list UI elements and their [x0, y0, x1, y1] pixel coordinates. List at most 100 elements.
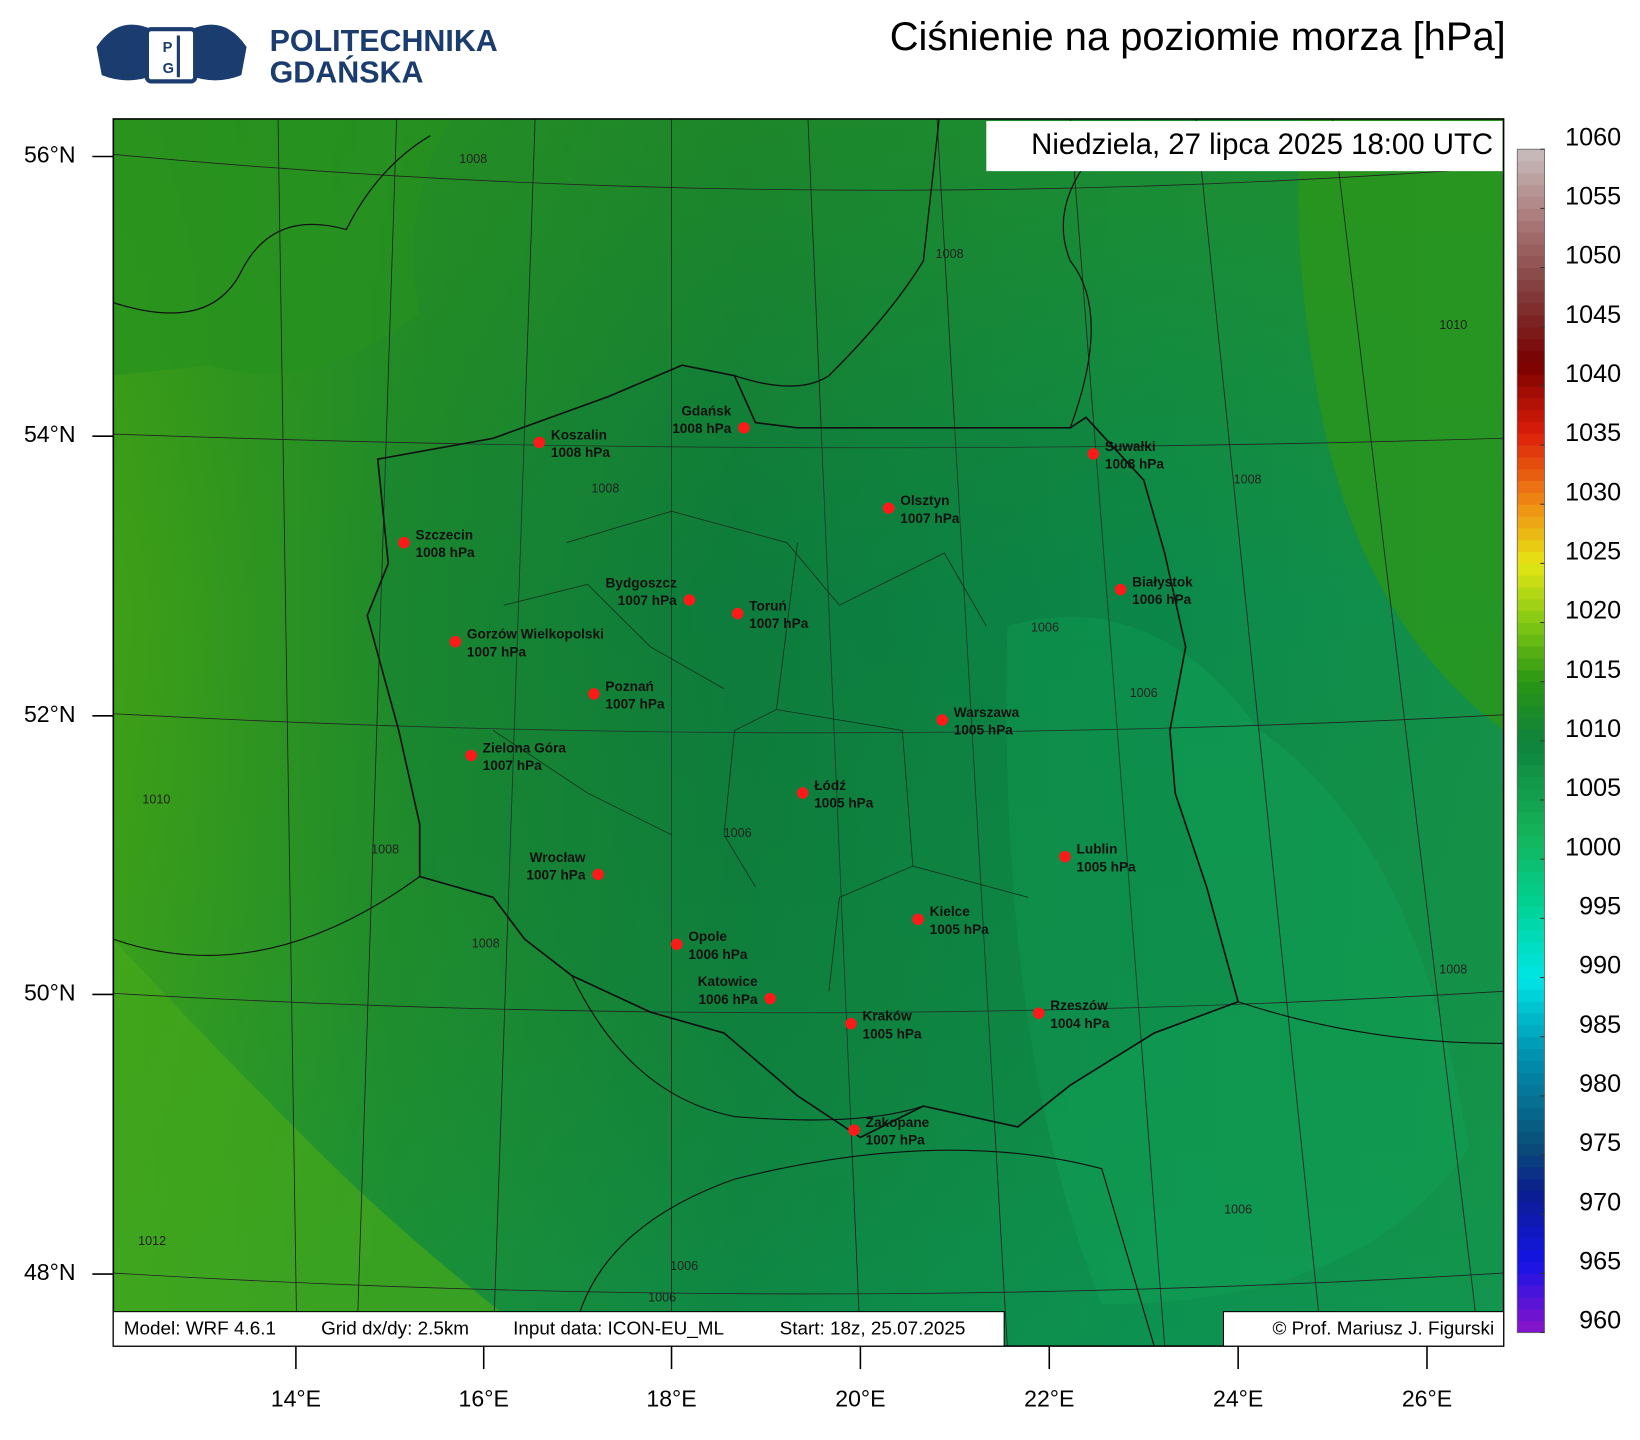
- lon-label: 24°E: [1213, 1385, 1263, 1411]
- colorbar-segment: [1517, 196, 1545, 209]
- city-name: Szczecin: [416, 528, 474, 543]
- city-pressure: 1007 hPa: [605, 697, 665, 712]
- colorbar-segment: [1517, 1178, 1545, 1192]
- field-region: [113, 939, 546, 1347]
- city-name: Bydgoszcz: [606, 576, 677, 591]
- city-name: Poznań: [605, 679, 653, 694]
- colorbar-segment: [1517, 208, 1545, 221]
- colorbar-segment: [1517, 977, 1545, 990]
- colorbar-segment: [1517, 397, 1545, 411]
- colorbar-segment: [1517, 1048, 1545, 1061]
- colorbar-segment: [1517, 338, 1545, 351]
- colorbar-segment: [1517, 752, 1545, 766]
- logo-line2: GDAŃSKA: [270, 56, 424, 90]
- graticule: [113, 118, 1504, 1347]
- colorbar-label: 995: [1579, 893, 1621, 921]
- colorbar-segment: [1517, 161, 1545, 174]
- colorbar-segment: [1517, 1285, 1545, 1298]
- colorbar-segment: [1517, 1202, 1545, 1215]
- svg-text:P: P: [163, 40, 173, 56]
- lat-label: 54°N: [24, 421, 76, 447]
- map-area: [113, 118, 1504, 1347]
- city-marker: [671, 938, 683, 951]
- region-border: [492, 510, 1029, 992]
- colorbar-label: 975: [1579, 1129, 1621, 1157]
- colorbar-segment: [1517, 1084, 1545, 1097]
- colorbar-segment: [1517, 965, 1545, 979]
- colorbar-segment: [1517, 1001, 1545, 1014]
- contour-label: 1006: [648, 1290, 676, 1304]
- contour-label: 1008: [459, 152, 487, 166]
- time-box: [986, 121, 1503, 172]
- neighbour-border: [113, 876, 1504, 1347]
- colorbar-segment: [1517, 800, 1545, 813]
- coastline: [1062, 156, 1092, 429]
- field-region: [113, 118, 452, 376]
- city-marker: [848, 1124, 860, 1136]
- city-pressure: 1005 hPa: [862, 1026, 922, 1041]
- colorbar-segment: [1517, 669, 1545, 683]
- colorbar-segment: [1517, 610, 1545, 624]
- colorbar-segment: [1517, 835, 1545, 848]
- city-pressure: 1007 hPa: [467, 644, 527, 659]
- colorbar-segment: [1517, 1024, 1545, 1038]
- colorbar-segment: [1517, 527, 1545, 541]
- city-name: Gorzów Wielkopolski: [467, 627, 604, 642]
- colorbar-segment: [1517, 1297, 1545, 1310]
- coastline: [734, 118, 940, 387]
- lon-label: 18°E: [646, 1385, 696, 1411]
- colorbar-segment: [1517, 279, 1545, 292]
- colorbar-label: 1020: [1565, 597, 1621, 625]
- colorbar-segment: [1517, 314, 1545, 328]
- logo-line1: POLITECHNIKA: [270, 25, 498, 58]
- colorbar-segment: [1517, 492, 1545, 505]
- city-pressure: 1008 hPa: [1105, 457, 1165, 472]
- lon-label: 14°E: [271, 1385, 321, 1411]
- model-info: Grid dx/dy: 2.5km: [321, 1317, 469, 1338]
- colorbar-segment: [1517, 918, 1545, 931]
- contour-label: 1010: [1439, 318, 1467, 332]
- city-name: Kraków: [862, 1009, 912, 1024]
- contour-label: 1008: [371, 843, 399, 857]
- colorbar-segment: [1517, 930, 1545, 943]
- colorbar-segment: [1517, 374, 1545, 387]
- colorbar-segment: [1517, 1107, 1545, 1121]
- city-marker: [796, 787, 809, 799]
- contour-label: 1006: [724, 826, 752, 840]
- city-name: Olsztyn: [900, 493, 949, 508]
- city-marker: [738, 422, 750, 434]
- colorbar-label: 965: [1579, 1248, 1621, 1276]
- colorbar-segment: [1517, 764, 1545, 777]
- city-name: Białystok: [1132, 574, 1193, 589]
- city-marker: [588, 688, 600, 700]
- colorbar-segment: [1517, 811, 1545, 825]
- colorbar-segment: [1517, 1308, 1545, 1322]
- lon-label: 22°E: [1024, 1385, 1074, 1411]
- colorbar-segment: [1517, 563, 1545, 576]
- colorbar-segment: [1517, 551, 1545, 564]
- city-marker: [1087, 448, 1100, 460]
- colorbar-label: 1055: [1565, 183, 1621, 211]
- city-marker: [845, 1017, 857, 1030]
- colorbar-segment: [1517, 859, 1545, 872]
- city-name: Wrocław: [530, 850, 586, 865]
- contour-label: 1008: [936, 247, 964, 261]
- colorbar-segment: [1517, 1320, 1545, 1334]
- colorbar-segment: [1517, 516, 1545, 529]
- colorbar-segment: [1517, 1095, 1545, 1109]
- contour-label: 1012: [138, 1234, 166, 1248]
- contour-label: 1006: [1130, 686, 1158, 700]
- title: Ciśnienie na poziomie morza [hPa]: [890, 15, 1506, 59]
- colorbar-segment: [1517, 480, 1545, 493]
- city-marker: [882, 502, 895, 514]
- model-info: Model: WRF 4.6.1: [124, 1317, 276, 1338]
- colorbar-segment: [1517, 705, 1545, 718]
- colorbar-segment: [1517, 1214, 1545, 1227]
- colorbar-segment: [1517, 1119, 1545, 1132]
- city-marker: [936, 714, 949, 726]
- colorbar-segment: [1517, 847, 1545, 860]
- city-name: Katowice: [698, 974, 758, 989]
- colorbar-segment: [1517, 1166, 1545, 1180]
- city-pressure: 1005 hPa: [814, 796, 874, 811]
